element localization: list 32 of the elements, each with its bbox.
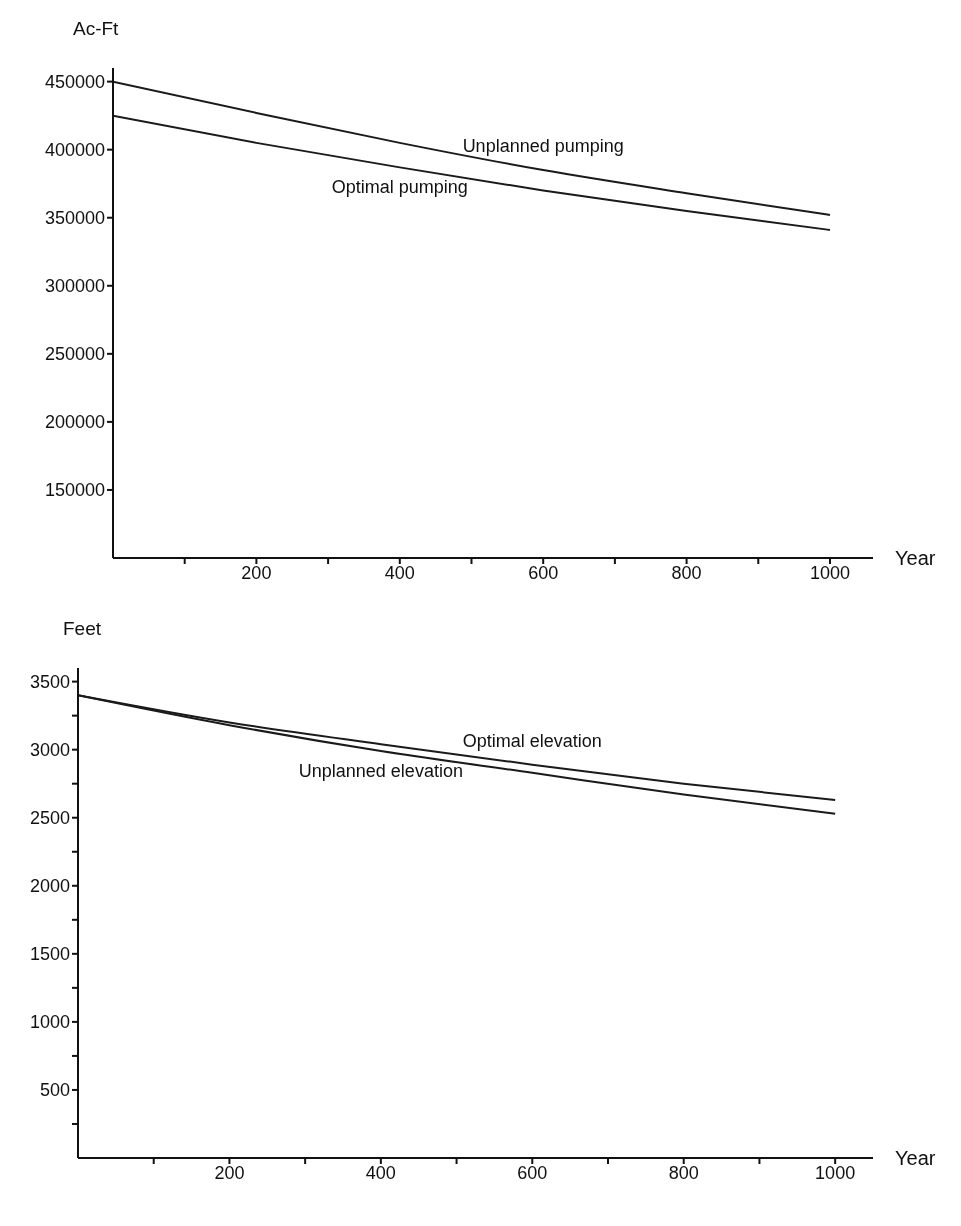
x-tick-label: 200: [241, 562, 272, 583]
y-tick-label: 3000: [29, 740, 70, 761]
y-tick-label: 300000: [44, 276, 105, 297]
series-label: Optimal elevation: [462, 730, 602, 751]
y-tick-label: 1500: [29, 944, 70, 965]
x-tick-label: 600: [517, 1162, 548, 1183]
x-axis-title: Year: [895, 1147, 936, 1170]
x-tick-label: 600: [528, 562, 559, 583]
x-tick-label: 800: [668, 1162, 699, 1183]
y-tick-label: 500: [39, 1080, 70, 1101]
y-tick-label: 2000: [29, 876, 70, 897]
x-tick-label: 400: [365, 1162, 396, 1183]
y-tick-label: 350000: [44, 208, 105, 229]
x-axis-title: Year: [895, 547, 936, 570]
y-tick-label: 200000: [44, 412, 105, 433]
y-axis-title: Ac-Ft: [73, 18, 119, 40]
y-tick-label: 250000: [44, 344, 105, 365]
y-tick-label: 150000: [44, 480, 105, 501]
y-tick-label: 1000: [29, 1012, 70, 1033]
y-tick-label: 450000: [44, 72, 105, 92]
x-tick-label: 800: [671, 562, 702, 583]
y-axis-title: Feet: [63, 618, 102, 640]
x-tick-label: 1000: [815, 1162, 856, 1183]
x-tick-label: 1000: [809, 562, 850, 583]
series-label: Unplanned elevation: [298, 761, 463, 782]
y-tick-label: 3500: [29, 672, 70, 692]
x-tick-label: 400: [384, 562, 415, 583]
series-label: Optimal pumping: [331, 177, 468, 198]
x-tick-label: 200: [214, 1162, 245, 1183]
series-label: Unplanned pumping: [462, 136, 624, 157]
y-tick-label: 2500: [29, 808, 70, 829]
y-tick-label: 400000: [44, 140, 105, 161]
